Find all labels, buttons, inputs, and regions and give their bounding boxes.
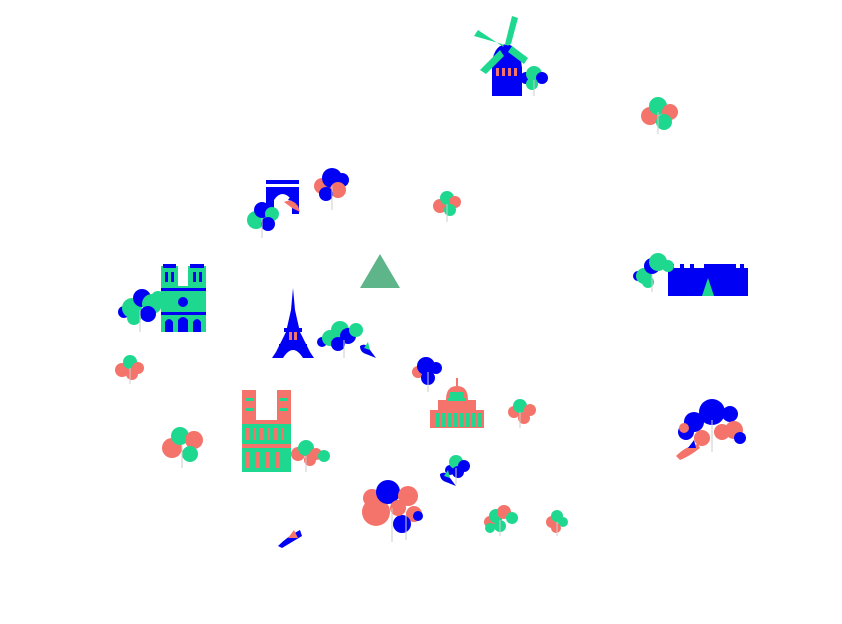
- arch-icon: [266, 180, 299, 214]
- tree-group: [633, 253, 674, 292]
- tree-group: [317, 321, 363, 358]
- windmill-icon: [474, 16, 528, 96]
- tower-icon: [272, 288, 314, 358]
- tree-group: [520, 66, 548, 96]
- tree-group: [291, 440, 330, 472]
- tree-group: [118, 289, 165, 332]
- tree-group: [412, 357, 442, 392]
- tree-group: [546, 510, 568, 536]
- tree-group: [641, 97, 678, 134]
- tree-group: [247, 202, 279, 238]
- bird-icon: [360, 342, 376, 358]
- tree-group: [433, 191, 461, 222]
- tree-group: [678, 399, 746, 452]
- palace-icon: [668, 264, 748, 296]
- tree-group: [115, 355, 144, 384]
- pyramid-icon: [360, 254, 400, 288]
- bird-icon: [676, 440, 700, 460]
- dome-icon: [430, 378, 484, 428]
- tree-group: [314, 168, 349, 210]
- cathedral-icon: [242, 390, 291, 472]
- bird-icon: [440, 470, 456, 486]
- tree-group: [508, 399, 536, 428]
- tree-group: [162, 427, 203, 468]
- cathedral-icon: [161, 264, 206, 332]
- bird-icon: [284, 194, 300, 212]
- bird-icon: [278, 530, 302, 548]
- tree-group: [484, 505, 518, 536]
- tree-group: [362, 480, 423, 542]
